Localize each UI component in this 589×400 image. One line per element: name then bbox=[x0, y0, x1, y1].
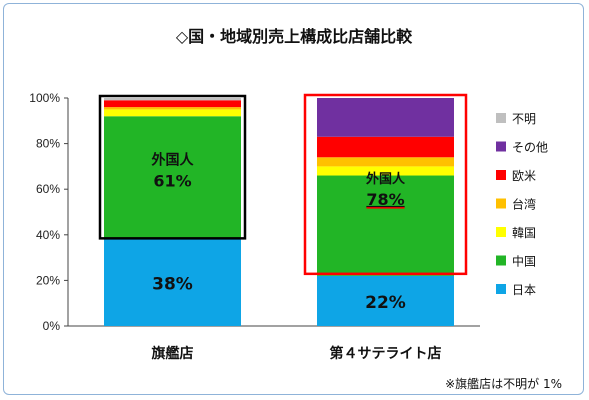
legend-swatch bbox=[496, 284, 506, 294]
y-tick-label: 80% bbox=[36, 137, 60, 151]
japan-share-label: 38% bbox=[152, 275, 193, 295]
y-tick-label: 60% bbox=[36, 182, 60, 196]
legend-label: 日本 bbox=[512, 283, 536, 297]
bar-segment-台湾 bbox=[317, 157, 454, 167]
y-tick-label: 20% bbox=[36, 273, 60, 287]
legend-swatch bbox=[496, 141, 506, 152]
legend-swatch bbox=[496, 113, 506, 123]
bars bbox=[104, 98, 454, 326]
bar-segment-その他 bbox=[317, 98, 454, 137]
foreigner-share-label: 61% bbox=[153, 172, 191, 191]
legend-swatch bbox=[496, 170, 506, 180]
legend-label: 中国 bbox=[512, 254, 536, 269]
x-category-label: 旗艦店 bbox=[152, 345, 194, 362]
legend-swatch bbox=[496, 198, 506, 209]
footnote: ※旗艦店は不明が 1% bbox=[445, 376, 562, 391]
bar-segment-中国 bbox=[317, 175, 454, 276]
bar-segment-欧米 bbox=[317, 136, 454, 158]
bar-segment-台湾 bbox=[104, 107, 241, 110]
bar-labels: 外国人 61% 38% 外国人 78% 22% bbox=[98, 93, 468, 313]
x-axis-categories: 旗艦店 第４サテライト店 bbox=[152, 345, 442, 362]
bar-segment-日本 bbox=[317, 275, 454, 326]
foreigner-label: 外国人 bbox=[152, 152, 195, 169]
legend-swatch bbox=[496, 255, 506, 266]
bar-segment-韓国 bbox=[104, 109, 241, 117]
foreigner-label: 外国人 bbox=[365, 171, 406, 187]
bar-segment-不明 bbox=[104, 98, 241, 101]
bar-segment-中国 bbox=[104, 116, 241, 240]
highlight-frame bbox=[98, 94, 247, 240]
legend-label: その他 bbox=[512, 141, 548, 155]
y-tick-label: 100% bbox=[29, 91, 60, 105]
legend-label: 台湾 bbox=[512, 197, 536, 212]
x-category-label: 第４サテライト店 bbox=[330, 345, 442, 362]
legend-swatch bbox=[496, 227, 506, 237]
foreigner-share-label: 78% bbox=[366, 190, 404, 209]
legend-label: 欧米 bbox=[512, 169, 536, 183]
bar-segment-韓国 bbox=[317, 166, 454, 176]
chart-title: ◇国・地域別売上構成比店舗比較 bbox=[176, 27, 413, 46]
legend-label: 韓国 bbox=[512, 226, 536, 240]
bar-segment-日本 bbox=[104, 239, 241, 326]
japan-share-label: 22% bbox=[365, 293, 406, 313]
y-tick-label: 40% bbox=[36, 228, 60, 242]
highlight-frame bbox=[303, 93, 468, 276]
legend-label: 不明 bbox=[512, 112, 536, 126]
y-tick-label: 0% bbox=[43, 319, 61, 333]
bar-segment-欧米 bbox=[104, 100, 241, 108]
